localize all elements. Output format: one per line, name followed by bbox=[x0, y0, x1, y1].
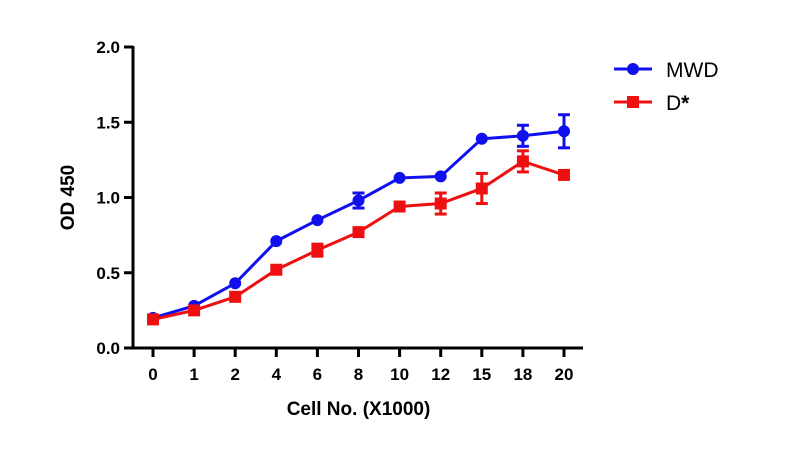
data-point bbox=[434, 197, 447, 210]
series-d bbox=[147, 149, 570, 326]
legend-label-mwd: MWD bbox=[666, 59, 718, 82]
x-tick-label: 2 bbox=[230, 365, 239, 384]
legend-item-mwd: MWD bbox=[614, 59, 718, 82]
x-tick-label: 15 bbox=[472, 365, 491, 384]
data-point bbox=[475, 132, 488, 145]
y-axis-title: OD 450 bbox=[58, 165, 79, 230]
data-point bbox=[393, 200, 406, 213]
legend-item-d: D* bbox=[614, 92, 690, 115]
data-point bbox=[311, 214, 324, 227]
y-tick-label: 2.0 bbox=[96, 38, 120, 57]
y-tick-label: 0.0 bbox=[96, 339, 120, 358]
x-tick-label: 10 bbox=[390, 365, 409, 384]
data-point bbox=[393, 171, 406, 184]
data-point bbox=[434, 170, 447, 183]
data-point bbox=[270, 235, 283, 248]
legend-label-d-name: D bbox=[666, 92, 681, 115]
x-tick-label: 6 bbox=[313, 365, 322, 384]
data-point bbox=[229, 277, 242, 290]
legend-label-d: D* bbox=[666, 92, 690, 115]
x-tick-label: 12 bbox=[431, 365, 450, 384]
data-point bbox=[270, 263, 283, 276]
data-point bbox=[558, 168, 570, 181]
legend-marker-mwd bbox=[627, 63, 639, 75]
y-tick-label: 0.5 bbox=[96, 264, 120, 283]
plot-area bbox=[147, 113, 570, 326]
data-point bbox=[475, 182, 488, 195]
data-point bbox=[147, 313, 159, 326]
series-line-mwd bbox=[152, 129, 565, 320]
y-tick-label: 1.0 bbox=[96, 189, 120, 208]
data-point bbox=[229, 290, 242, 303]
data-point bbox=[311, 244, 324, 257]
x-tick-label: 1 bbox=[189, 365, 198, 384]
legend-label-d-suffix: * bbox=[681, 92, 690, 115]
x-ticks: 0 1 2 4 6 8 10 12 15 18 20 bbox=[148, 348, 573, 384]
data-point bbox=[352, 226, 365, 239]
x-tick-label: 8 bbox=[354, 365, 363, 384]
x-axis-title: Cell No. (X1000) bbox=[287, 399, 431, 420]
legend-marker-d bbox=[627, 96, 639, 108]
legend: MWD D* bbox=[614, 59, 718, 115]
y-ticks: 0.0 0.5 1.0 1.5 2.0 bbox=[96, 38, 133, 358]
data-point bbox=[188, 304, 201, 317]
data-point bbox=[352, 194, 365, 207]
x-tick-label: 20 bbox=[555, 365, 574, 384]
data-point bbox=[516, 129, 529, 142]
y-tick-label: 1.5 bbox=[96, 113, 120, 132]
data-point bbox=[516, 155, 529, 168]
x-tick-label: 0 bbox=[148, 365, 157, 384]
x-tick-label: 4 bbox=[272, 365, 282, 384]
data-point bbox=[558, 125, 570, 138]
series-mwd bbox=[147, 113, 570, 324]
x-tick-label: 18 bbox=[513, 365, 532, 384]
